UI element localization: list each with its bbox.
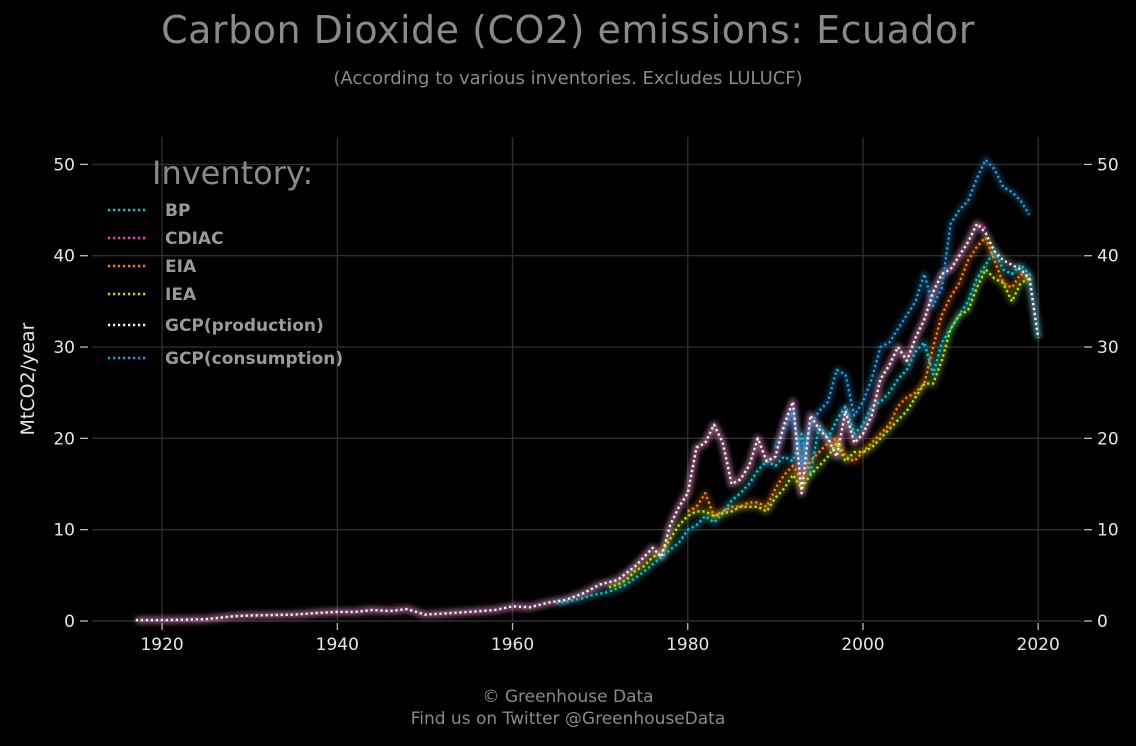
series-line-gcp-production (135, 222, 1040, 622)
y-axis-label: MtCO2/year (17, 322, 39, 435)
grid-layer (92, 137, 1082, 622)
y-tick-label-left-50: 50 (53, 155, 75, 175)
chart-subtitle: (According to various inventories. Exclu… (333, 68, 803, 89)
legend-title: Inventory: (152, 154, 313, 192)
legend-label-eia: EIA (165, 257, 197, 277)
x-tick-label-1980: 1980 (666, 635, 709, 655)
legend-label-cdiac: CDIAC (165, 229, 224, 249)
legend-label-bp: BP (165, 201, 190, 221)
x-tick-label-2000: 2000 (841, 635, 884, 655)
x-tick-label-1940: 1940 (316, 635, 359, 655)
y-tick-label-left-10: 10 (53, 521, 75, 541)
y-tick-label-right-0: 0 (1097, 612, 1108, 632)
chart-title: Carbon Dioxide (CO2) emissions: Ecuador (161, 8, 975, 52)
y-tick-label-right-30: 30 (1097, 338, 1119, 358)
legend: Inventory: BP CDIAC EIA IEA GCP(production) GC… (108, 154, 343, 369)
y-tick-label-left-30: 30 (53, 338, 75, 358)
series-line-iea (608, 268, 1030, 589)
series-glow-cdiac (135, 220, 988, 624)
y-tick-label-right-10: 10 (1097, 521, 1119, 541)
series-glow-gcp-production (135, 220, 1042, 624)
y-tick-label-left-40: 40 (53, 247, 75, 267)
legend-label-gcp-consumption: GCP(consumption) (165, 349, 343, 369)
series-line-gcp-consumption (774, 158, 1031, 467)
footer-copyright: © Greenhouse Data (482, 687, 654, 707)
legend-label-iea: IEA (165, 285, 197, 305)
series-glow-layer (135, 156, 1042, 624)
y-tick-label-right-50: 50 (1097, 155, 1119, 175)
x-tick-label-2020: 2020 (1017, 635, 1060, 655)
x-tick-label-1920: 1920 (140, 635, 183, 655)
y-tick-label-left-20: 20 (53, 429, 75, 449)
series-layer (135, 158, 1040, 622)
y-tick-label-left-0: 0 (64, 612, 75, 632)
y-tick-label-right-40: 40 (1097, 247, 1119, 267)
legend-label-gcp-production: GCP(production) (165, 316, 324, 336)
series-line-cdiac (135, 222, 987, 622)
footer-twitter: Find us on Twitter @GreenhouseData (410, 709, 726, 729)
x-tick-label-1960: 1960 (491, 635, 534, 655)
y-tick-label-right-20: 20 (1097, 429, 1119, 449)
